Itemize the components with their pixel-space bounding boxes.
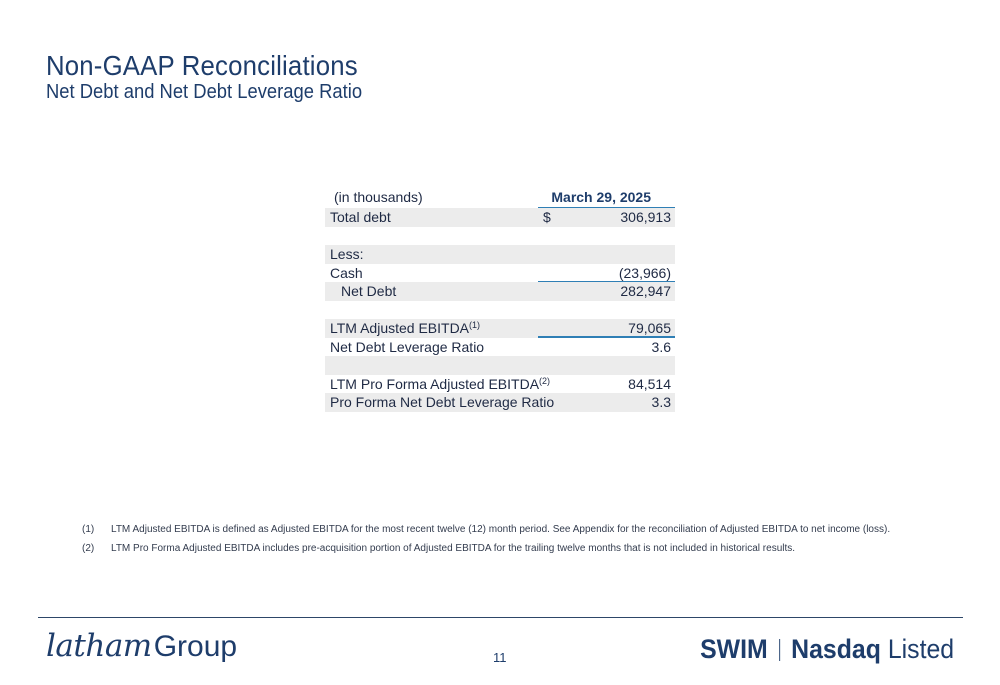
footnote-ref: (1) — [469, 320, 481, 330]
row-label: Cash — [330, 264, 363, 281]
footnote-mark: (1) — [82, 524, 95, 535]
table-row-pro-forma-net-debt-leverage-ratio: Pro Forma Net Debt Leverage Ratio 3.3 — [325, 393, 675, 412]
row-label: LTM Adjusted EBITDA(1) — [330, 319, 480, 338]
footnote-mark: (2) — [82, 543, 95, 554]
table-row-spacer — [325, 356, 675, 375]
nasdaq-listing-badge: SWIM Nasdaq Listed — [700, 634, 954, 665]
table-header-row: (in thousands) March 29, 2025 — [325, 186, 675, 208]
row-label-text: LTM Pro Forma Adjusted EBITDA — [330, 375, 540, 392]
footnote-text: LTM Adjusted EBITDA is defined as Adjust… — [111, 524, 891, 535]
row-label: Net Debt Leverage Ratio — [330, 338, 485, 355]
row-label: Pro Forma Net Debt Leverage Ratio — [330, 394, 555, 410]
row-label: Less: — [330, 246, 364, 262]
table-row-ltm-adjusted-ebitda: LTM Adjusted EBITDA(1) 79,065 — [325, 319, 675, 338]
row-value: (23,966) — [618, 264, 671, 281]
ticker-symbol: SWIM — [699, 634, 768, 664]
table-row-less: Less: — [325, 245, 675, 264]
row-value: 79,065 — [628, 320, 671, 336]
page-number: 11 — [493, 650, 507, 665]
row-value: 3.3 — [651, 394, 671, 410]
table-row-net-debt-leverage-ratio: Net Debt Leverage Ratio 3.6 — [325, 338, 675, 357]
footer-divider — [38, 617, 963, 618]
row-value: 306,913 — [620, 209, 671, 225]
footnote-text: LTM Pro Forma Adjusted EBITDA includes p… — [111, 543, 796, 554]
net-debt-table: (in thousands) March 29, 2025 Total debt… — [325, 186, 675, 412]
page-subtitle: Net Debt and Net Debt Leverage Ratio — [46, 81, 363, 103]
row-value: 84,514 — [628, 375, 671, 392]
row-value: 282,947 — [620, 283, 671, 299]
table-row-total-debt: Total debt $ 306,913 — [325, 208, 675, 227]
subtotal-underline — [538, 280, 675, 282]
currency-symbol: $ — [543, 209, 551, 225]
column-header: March 29, 2025 — [551, 189, 651, 205]
unit-label: (in thousands) — [334, 189, 423, 205]
logo-group-text: Group — [153, 630, 238, 663]
latham-group-logo: lathamGroup — [46, 628, 237, 664]
table-row-cash: Cash (23,966) — [325, 264, 675, 282]
subtotal-underline — [538, 336, 675, 338]
row-label: LTM Pro Forma Adjusted EBITDA(2) — [330, 375, 550, 394]
row-label-text: LTM Adjusted EBITDA — [330, 320, 470, 336]
table-row-net-debt: Net Debt 282,947 — [325, 282, 675, 301]
row-value: 3.6 — [651, 338, 671, 355]
page-title: Non-GAAP Reconciliations — [46, 50, 358, 81]
listing-separator — [778, 639, 781, 661]
table-row-spacer — [325, 301, 675, 320]
footnote-ref: (2) — [539, 375, 551, 386]
table-row-spacer — [325, 227, 675, 246]
exchange-name: Nasdaq — [791, 634, 881, 664]
table-row-ltm-pro-forma-adjusted-ebitda: LTM Pro Forma Adjusted EBITDA(2) 84,514 — [325, 375, 675, 394]
row-label: Total debt — [330, 209, 391, 225]
logo-script-text: latham — [46, 628, 152, 664]
exchange-suffix: Listed — [887, 634, 954, 664]
header-underline — [538, 206, 675, 208]
row-label: Net Debt — [341, 283, 397, 299]
